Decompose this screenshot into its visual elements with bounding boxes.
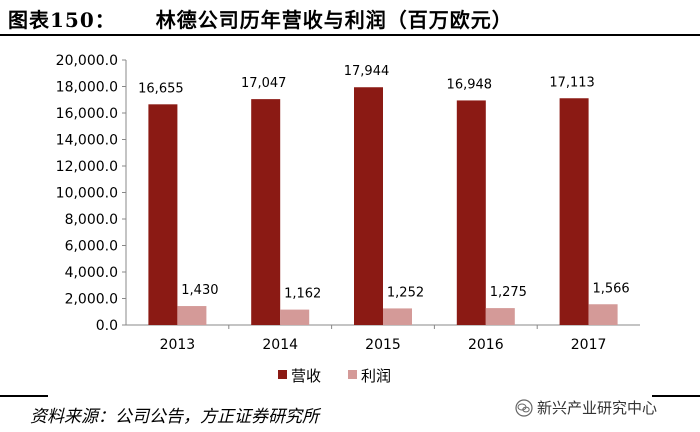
top-divider xyxy=(0,34,700,36)
y-tick-label: 18,000.0 xyxy=(56,80,118,96)
bar-profit xyxy=(177,306,207,325)
figure-title: 林德公司历年营收与利润（百万欧元） xyxy=(155,8,513,32)
y-tick-label: 8,000.0 xyxy=(65,212,118,228)
watermark: 新兴产业研究中心 xyxy=(515,397,657,418)
y-tick-label: 6,000.0 xyxy=(65,239,118,255)
bar-revenue xyxy=(354,87,383,325)
bar-profit xyxy=(280,309,310,325)
x-tick-label: 2016 xyxy=(468,337,504,353)
y-tick-label: 14,000.0 xyxy=(56,133,118,149)
data-label: 1,252 xyxy=(387,285,424,300)
y-tick-label: 20,000.0 xyxy=(56,53,118,69)
bar-chart: 0.0 2,000.0 4,000.0 6,000.0 8,000.0 10,000.0 1… xyxy=(56,53,640,385)
chart-axes: 0.0 2,000.0 4,000.0 6,000.0 8,000.0 10,000.0 1… xyxy=(56,53,640,353)
x-tick-label: 2017 xyxy=(571,337,607,353)
data-label: 17,944 xyxy=(344,64,390,79)
data-label: 17,113 xyxy=(549,75,595,90)
chart-legend: 营收 利润 xyxy=(278,367,391,385)
y-tick-label: 2,000.0 xyxy=(65,292,118,308)
x-tick-label: 2015 xyxy=(365,337,401,353)
legend-swatch xyxy=(278,370,287,379)
bottom-divider-right xyxy=(652,395,700,397)
x-tick-label: 2013 xyxy=(160,337,196,353)
x-tick-label: 2014 xyxy=(262,337,298,353)
bar-profit xyxy=(383,308,412,325)
y-tick-label: 12,000.0 xyxy=(56,159,118,175)
data-label: 16,948 xyxy=(447,77,493,92)
figure-title-block: 图表150： 林德公司历年营收与利润（百万欧元） xyxy=(8,4,513,33)
chart-bars: 16,655 1,430 17,047 1,162 17,944 1,252 16,948 1… xyxy=(138,64,630,325)
data-label: 1,566 xyxy=(592,281,629,296)
y-tick-label: 4,000.0 xyxy=(65,265,118,281)
source-note: 资料来源：公司公告，方正证券研究所 xyxy=(30,407,319,427)
y-tick-label: 10,000.0 xyxy=(56,186,118,202)
y-tick-label: 16,000.0 xyxy=(56,106,118,122)
bar-profit xyxy=(588,304,618,325)
wechat-icon xyxy=(515,398,533,417)
watermark-text: 新兴产业研究中心 xyxy=(537,399,658,417)
data-label: 16,655 xyxy=(138,81,184,96)
y-tick-label: 0.0 xyxy=(96,318,118,334)
figure-label: 图表150： xyxy=(8,8,116,32)
legend-swatch xyxy=(348,370,357,379)
data-label: 1,275 xyxy=(490,285,527,300)
legend-label: 营收 xyxy=(291,367,321,385)
bar-revenue xyxy=(251,99,281,325)
data-label: 1,430 xyxy=(181,283,218,298)
bar-revenue xyxy=(148,104,178,325)
data-label: 1,162 xyxy=(284,287,321,302)
legend-label: 利润 xyxy=(361,367,391,385)
bottom-divider-left xyxy=(0,395,48,397)
bar-revenue xyxy=(456,100,486,325)
bar-profit xyxy=(485,308,515,325)
bar-revenue xyxy=(559,98,589,325)
data-label: 17,047 xyxy=(241,76,287,91)
